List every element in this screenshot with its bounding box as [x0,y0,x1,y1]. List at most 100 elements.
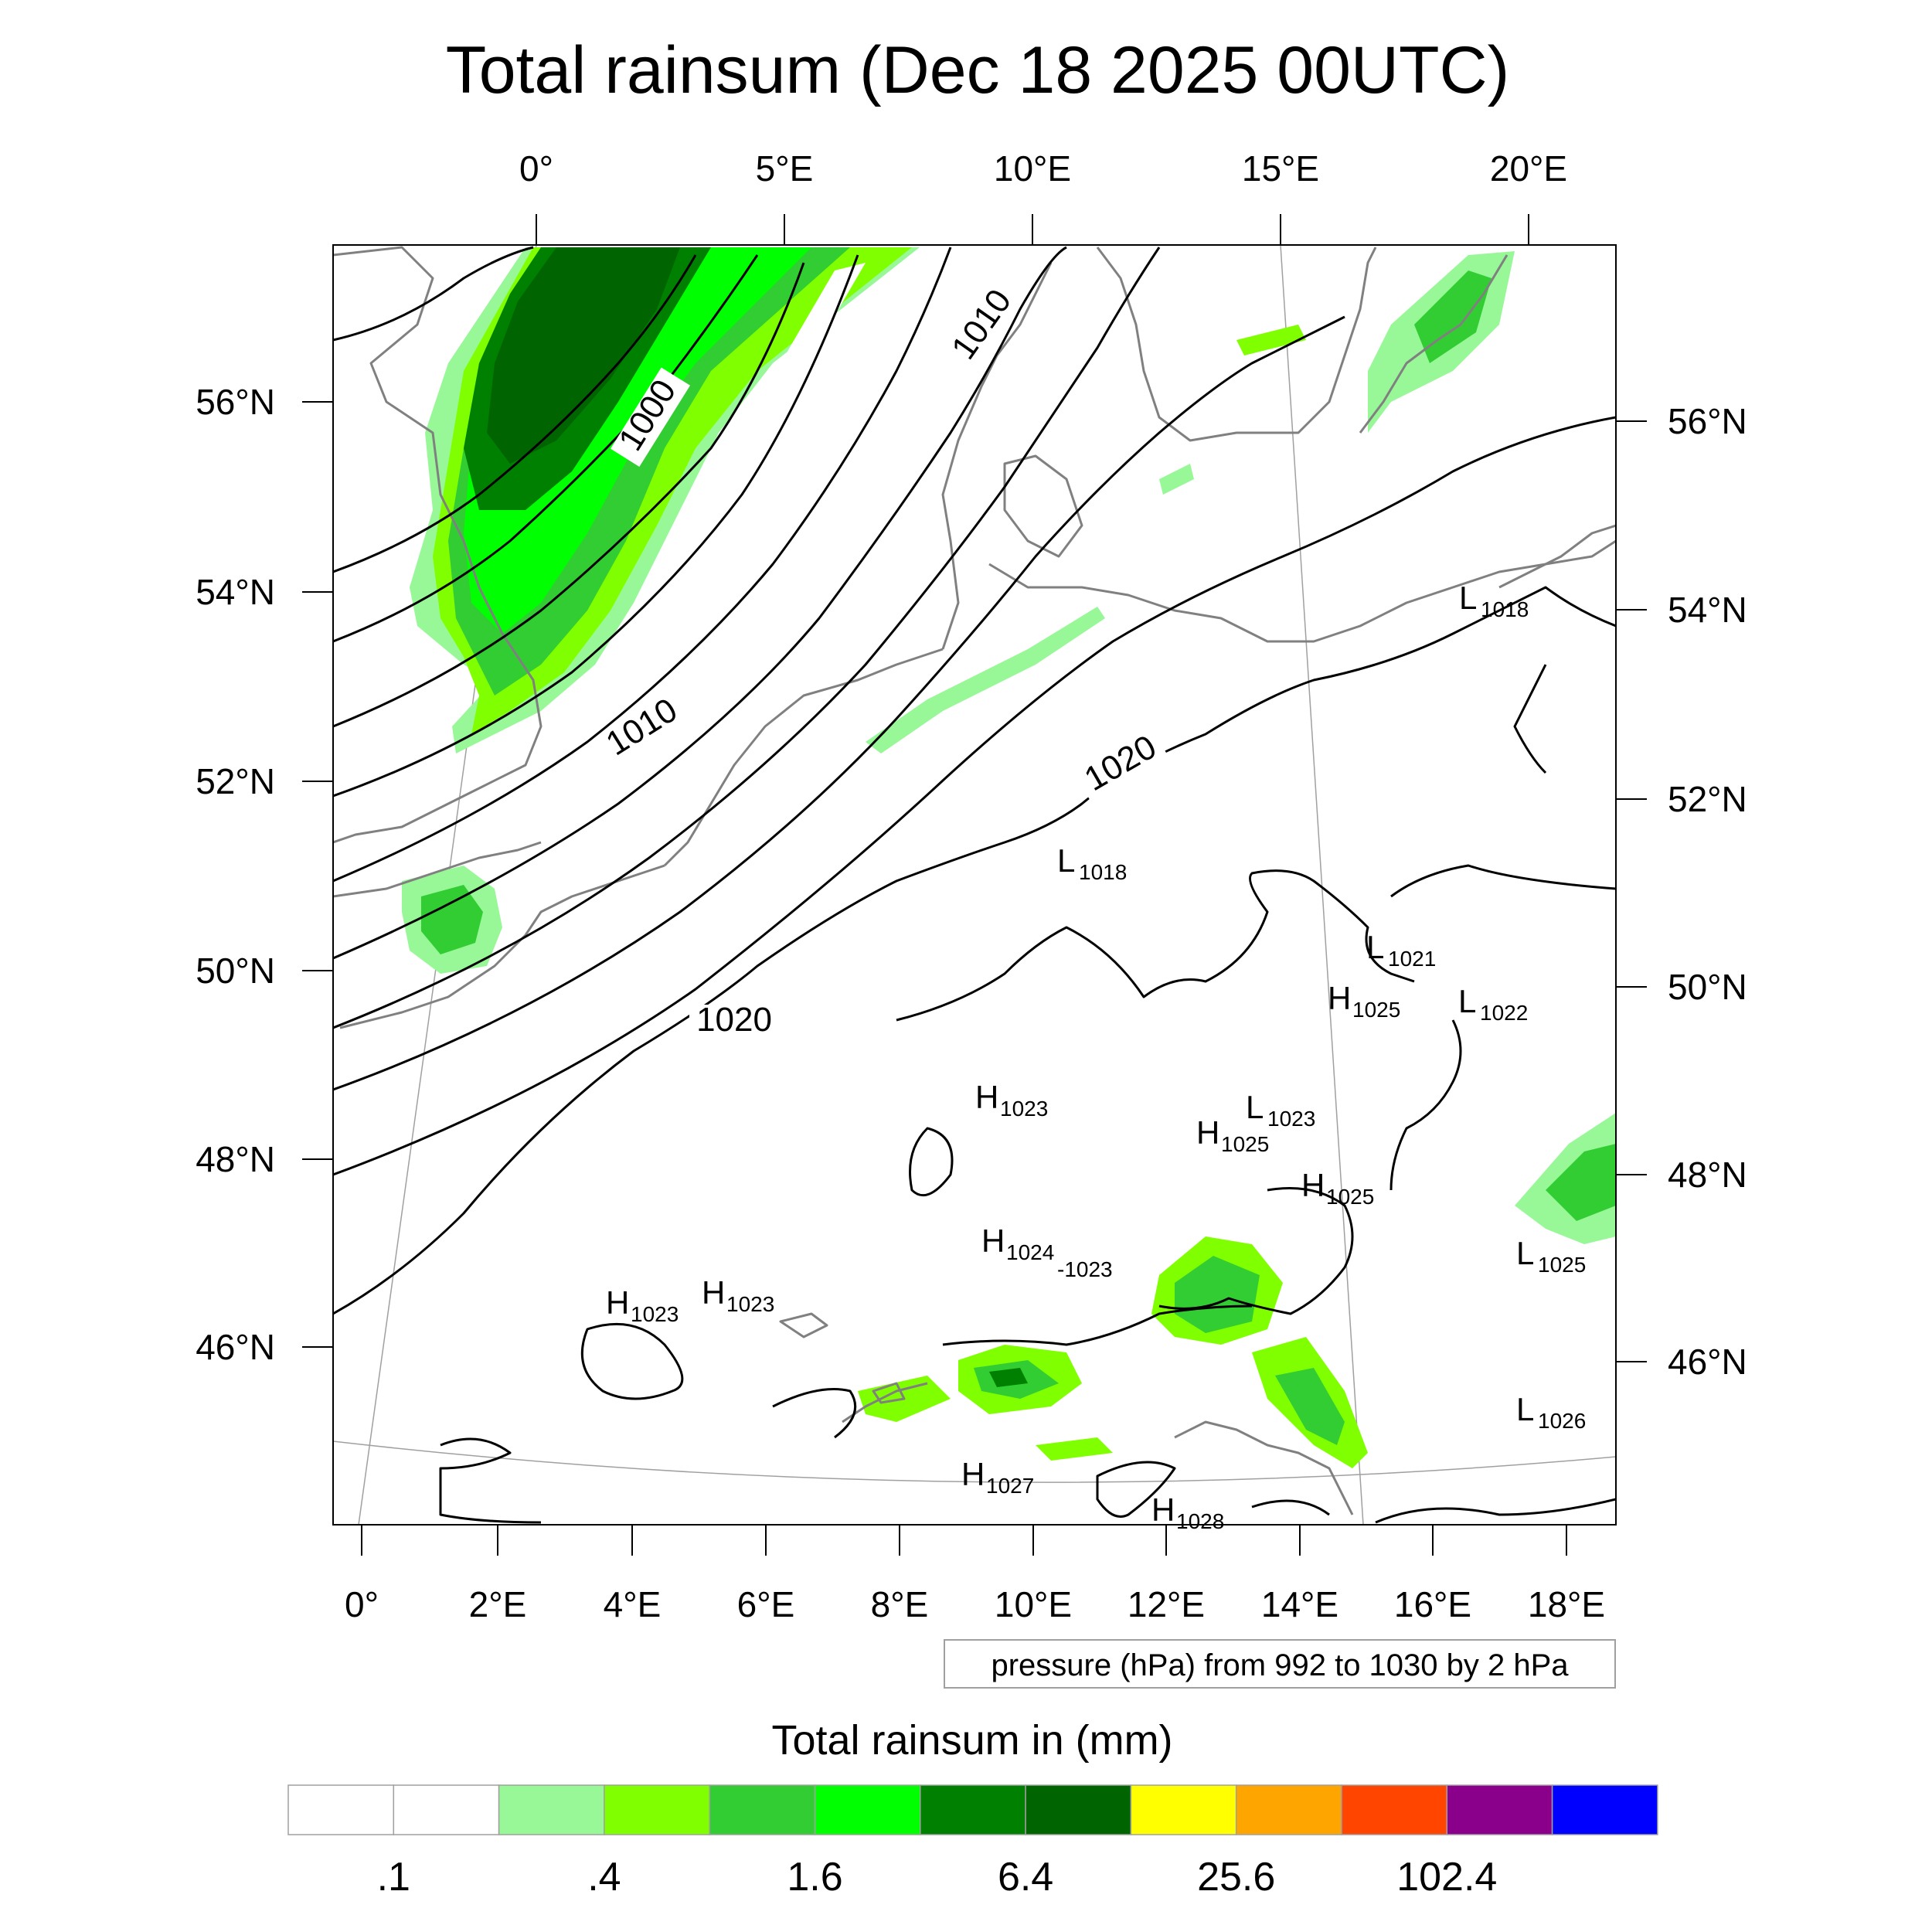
pressure-center-letter: L [1459,580,1477,616]
contour-info-box: pressure (hPa) from 992 to 1030 by 2 hPa [944,1639,1616,1689]
pressure-center-letter: L [1057,842,1075,879]
top-lon-label: 20°E [1490,148,1567,189]
right-lat-label: 52°N [1668,779,1747,819]
pressure-center-value: 1028 [1176,1509,1224,1533]
rain-shading [402,247,1616,1468]
colorbar-swatch [1235,1784,1342,1835]
colorbar-swatch [1446,1784,1553,1835]
rain-area-north-sea [487,247,680,464]
pressure-center-letter: L [1246,1089,1264,1125]
rain-area-germany [866,607,1105,753]
pressure-center-letter: L [1458,983,1476,1019]
colorbar-swatch [1130,1784,1237,1835]
pressure-center-value: 1023 [631,1302,679,1326]
pressure-center-value: 1023 [726,1292,774,1316]
pressure-center-value: 1027 [986,1474,1034,1498]
colorbar-swatch [393,1784,500,1835]
coastline-danish-islands [1003,454,1083,558]
map-plot-area [333,245,1616,1525]
rain-area-channel [421,885,483,954]
colorbar-swatch [814,1784,921,1835]
coastline-baltic-east [1359,254,1509,434]
coastline-lowcountries [663,648,944,867]
colorbar-swatch [1551,1784,1658,1835]
colorbar-label: 1.6 [787,1855,842,1900]
coastline-france-north [339,864,665,1029]
right-lat-label: 56°N [1668,401,1747,441]
coastline-germany-baltic [988,539,1616,643]
pressure-center-letter: H [606,1284,629,1321]
axis-ticks [302,214,1647,1556]
pressure-center-value: 1025 [1538,1253,1586,1277]
colorbar-swatch [1025,1784,1132,1835]
pressure-contours [333,246,1616,1524]
colorbar-swatches [287,1784,1658,1835]
lake-constance [779,1312,828,1338]
contour-info-text: pressure (hPa) from 992 to 1030 by 2 hPa [991,1648,1569,1682]
colorbar-swatch [604,1784,710,1835]
pressure-center-letter: H [981,1223,1005,1259]
pressure-center-letter: H [1196,1114,1219,1151]
coastline-sweden [1096,247,1377,442]
pressure-center-letter: L [1366,929,1384,965]
map-frame [332,244,1617,1526]
coastline-adriatic [1174,1420,1354,1515]
pressure-center-value: 1022 [1480,1001,1528,1025]
pressure-center-letter: H [1151,1492,1175,1528]
pressure-center-value: 1025 [1221,1132,1269,1156]
pressure-center-letter: H [1301,1167,1325,1203]
pressure-center-labels: L 1018 L 1018 L 1021 H 1025 L 1022 H 1023 L 102… [606,580,1586,1533]
colorbar: Total rainsum in (mm) .1 .4 1.6 6.4 25.6 102.… [287,1717,1658,1900]
colorbar-label: .4 [587,1855,621,1900]
pressure-center-value: 1024 [1006,1240,1054,1264]
top-lon-labels: 0° 5°E 10°E 15°E 20°E [519,148,1567,189]
right-lat-labels: 56°N 54°N 52°N 50°N 48°N 46°N [1668,401,1747,1382]
bottom-lon-label: 8°E [871,1584,929,1624]
pressure-center-value: 1023 [1000,1097,1048,1121]
bottom-lon-label: 16°E [1394,1584,1471,1624]
colorbar-title: Total rainsum in (mm) [771,1717,1172,1764]
top-lon-label: 10°E [994,148,1071,189]
pressure-center-letter: L [1516,1235,1534,1271]
pressure-center-letter: H [961,1456,985,1492]
lake-geneva [872,1382,906,1404]
right-lat-label: 46°N [1668,1342,1747,1382]
left-lat-label: 46°N [196,1327,275,1367]
pressure-center-value: -1023 [1057,1257,1113,1281]
pressure-center-value: 1021 [1388,947,1436,971]
bottom-lon-label: 4°E [604,1584,662,1624]
left-lat-labels: 56°N 54°N 52°N 50°N 48°N 46°N [196,382,275,1367]
pressure-center-value: 1018 [1079,860,1127,884]
colorbar-label: .1 [377,1855,410,1900]
colorbar-swatch [709,1784,816,1835]
right-lat-label: 54°N [1668,590,1747,630]
coastline-britain-east [333,246,543,844]
colorbar-label: 102.4 [1396,1855,1497,1900]
pressure-center-letter: H [1328,980,1351,1016]
colorbar-swatch [1341,1784,1448,1835]
coastlines [333,246,1616,1515]
bottom-lon-label: 18°E [1528,1584,1605,1624]
pressure-center-value: 1025 [1326,1185,1374,1209]
coastline-britain-south [333,841,542,898]
top-lon-label: 5°E [756,148,814,189]
bottom-lon-label: 12°E [1128,1584,1205,1624]
left-lat-label: 50°N [196,951,275,991]
rain-area-alps [1175,1256,1260,1333]
colorbar-swatch [498,1784,605,1835]
map-title: Total rainsum (Dec 18 2025 00UTC) [446,33,1510,107]
rain-area-baltic [1414,270,1492,363]
rain-area-adriatic [1275,1368,1345,1445]
contour-label: 1020 [696,1001,772,1039]
coastline-baltic-states [1498,524,1616,589]
colorbar-swatch [920,1784,1026,1835]
right-lat-label: 48°N [1668,1155,1747,1195]
pressure-center-value: 1025 [1352,998,1400,1022]
pressure-center-letter: H [702,1274,725,1311]
bottom-lon-label: 6°E [737,1584,795,1624]
bottom-lon-label: 0° [345,1584,379,1624]
colorbar-label: 6.4 [998,1855,1053,1900]
top-lon-label: 15°E [1242,148,1319,189]
colorbar-label: 25.6 [1197,1855,1275,1900]
top-lon-label: 0° [519,148,553,189]
